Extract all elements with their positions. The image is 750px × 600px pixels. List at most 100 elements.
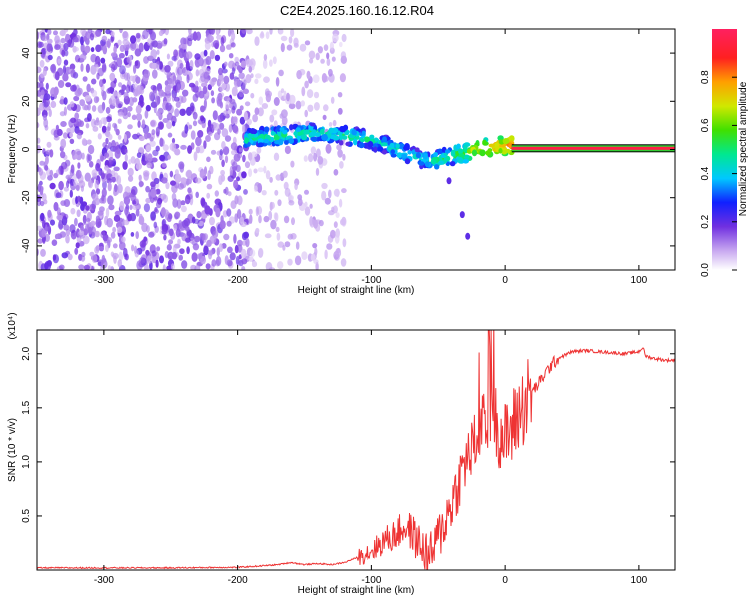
signal-mark bbox=[249, 128, 256, 134]
noise-speckle bbox=[53, 201, 59, 212]
noise-speckle bbox=[61, 49, 66, 57]
noise-speckle bbox=[309, 58, 314, 64]
y-tick-label: 0 bbox=[21, 146, 32, 152]
noise-speckle bbox=[159, 138, 165, 147]
noise-speckle bbox=[221, 128, 229, 138]
noise-speckle bbox=[296, 70, 302, 80]
noise-speckle bbox=[132, 75, 136, 84]
noise-speckle bbox=[83, 264, 90, 270]
noise-speckle bbox=[146, 162, 152, 169]
noise-speckle bbox=[236, 108, 243, 116]
noise-speckle bbox=[277, 90, 283, 99]
noise-speckle bbox=[74, 247, 79, 255]
noise-speckle bbox=[41, 229, 47, 238]
signal-mark bbox=[438, 160, 445, 165]
noise-speckle bbox=[255, 206, 259, 217]
noise-speckle bbox=[192, 111, 198, 120]
noise-speckle bbox=[204, 205, 211, 215]
noise-speckle bbox=[304, 40, 311, 46]
noise-speckle bbox=[85, 205, 90, 211]
noise-speckle bbox=[90, 226, 97, 236]
noise-speckle bbox=[132, 204, 139, 211]
noise-speckle bbox=[37, 238, 43, 244]
colorbar-tick-label: 0.8 bbox=[700, 70, 711, 84]
noise-speckle bbox=[224, 135, 232, 142]
signal-mark bbox=[264, 126, 270, 133]
noise-speckle bbox=[218, 175, 223, 186]
noise-speckle bbox=[233, 78, 241, 88]
spectrogram-marks bbox=[37, 29, 675, 270]
x-tick-label: 0 bbox=[502, 275, 508, 286]
noise-speckle bbox=[321, 182, 328, 190]
noise-speckle bbox=[41, 47, 47, 55]
noise-speckle bbox=[42, 219, 46, 229]
noise-speckle bbox=[73, 95, 80, 102]
noise-speckle bbox=[42, 148, 46, 155]
signal-mark bbox=[279, 127, 285, 132]
noise-speckle bbox=[80, 43, 85, 53]
snr-ticks: -300 -200 -100 0 100 0.5 1.0 1.5 2.0 bbox=[21, 330, 675, 586]
noise-speckle bbox=[43, 93, 51, 101]
noise-speckle bbox=[269, 29, 273, 35]
noise-speckle bbox=[317, 156, 324, 165]
x-tick-label: 0 bbox=[502, 575, 508, 586]
noise-speckle bbox=[205, 263, 211, 270]
noise-speckle bbox=[194, 235, 201, 243]
noise-speckle bbox=[204, 40, 211, 50]
noise-speckle bbox=[235, 255, 240, 266]
noise-speckle bbox=[114, 183, 118, 193]
noise-speckle bbox=[64, 49, 69, 57]
noise-speckle bbox=[63, 29, 69, 33]
noise-speckle bbox=[278, 69, 284, 77]
signal-mark bbox=[377, 146, 384, 152]
noise-speckle bbox=[190, 130, 196, 140]
noise-speckle bbox=[162, 264, 166, 270]
noise-speckle bbox=[80, 203, 85, 212]
noise-speckle bbox=[248, 208, 253, 215]
noise-speckle bbox=[63, 132, 68, 139]
noise-speckle bbox=[135, 208, 140, 217]
noise-speckle bbox=[83, 35, 87, 42]
noise-speckle bbox=[193, 218, 200, 225]
noise-speckle bbox=[99, 79, 104, 88]
signal-mark bbox=[367, 141, 374, 148]
signal-mark bbox=[479, 149, 486, 157]
noise-speckle bbox=[207, 170, 211, 181]
noise-speckle bbox=[219, 149, 223, 156]
noise-speckle bbox=[189, 237, 195, 244]
noise-speckle bbox=[113, 214, 121, 222]
noise-speckle bbox=[342, 153, 346, 161]
noise-speckle bbox=[60, 151, 66, 159]
noise-speckle bbox=[167, 132, 173, 138]
noise-speckle bbox=[76, 209, 81, 218]
noise-speckle bbox=[122, 31, 129, 41]
noise-speckle bbox=[132, 97, 138, 103]
noise-speckle bbox=[95, 215, 100, 223]
noise-speckle bbox=[40, 212, 45, 222]
noise-speckle bbox=[128, 175, 134, 182]
noise-speckle bbox=[228, 124, 233, 133]
noise-speckle bbox=[291, 217, 295, 226]
noise-speckle bbox=[265, 170, 271, 180]
noise-speckle bbox=[112, 252, 119, 260]
noise-speckle bbox=[76, 132, 82, 140]
signal-mark bbox=[457, 157, 464, 164]
noise-speckle bbox=[47, 54, 53, 61]
noise-speckle bbox=[341, 188, 347, 194]
noise-speckle bbox=[227, 29, 232, 37]
noise-speckle bbox=[65, 234, 70, 244]
noise-speckle bbox=[55, 169, 61, 176]
noise-speckle bbox=[232, 125, 239, 133]
noise-speckle bbox=[147, 153, 153, 162]
noise-speckle bbox=[280, 35, 288, 42]
noise-speckle bbox=[231, 67, 236, 75]
noise-speckle bbox=[239, 216, 244, 224]
noise-speckle bbox=[59, 111, 66, 117]
noise-speckle bbox=[40, 248, 46, 257]
noise-speckle bbox=[92, 193, 99, 201]
noise-speckle bbox=[118, 52, 125, 59]
noise-speckle bbox=[280, 88, 285, 94]
noise-speckle bbox=[187, 145, 193, 154]
noise-speckle bbox=[105, 116, 112, 123]
noise-speckle bbox=[221, 159, 225, 168]
